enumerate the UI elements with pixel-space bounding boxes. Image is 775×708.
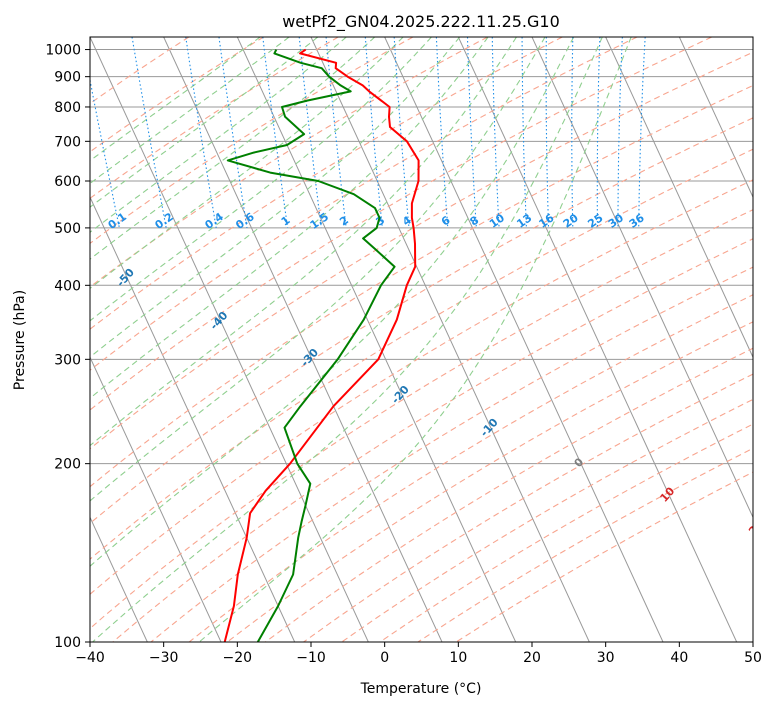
dry-adiabat-line [90, 117, 753, 525]
y-axis-label: Pressure (hPa) [12, 290, 28, 390]
x-axis-label: Temperature (°C) [360, 681, 482, 697]
mixing-ratio-line [364, 37, 383, 228]
y-tick-label: 200 [54, 457, 81, 473]
dry-adiabat-line [90, 37, 414, 245]
series-layer [223, 48, 420, 642]
x-tick-label: 10 [449, 650, 467, 666]
chart-title: wetPf2_GN04.2025.222.11.25.G10 [282, 12, 560, 32]
moist-adiabat-line [90, 37, 347, 233]
y-tick-label: 1000 [45, 43, 81, 59]
moist-adiabat-line [90, 37, 461, 358]
isotherm-line [752, 37, 753, 39]
dry-adiabat-line [303, 373, 753, 642]
x-tick-label: −40 [75, 650, 105, 666]
moist-adiabat-line [90, 37, 404, 290]
y-tick-label: 100 [54, 635, 81, 651]
plot-frame [89, 36, 754, 643]
moist-adiabat-line [90, 37, 376, 260]
y-tick-label: 300 [54, 352, 81, 368]
y-tick-label: 900 [54, 70, 81, 86]
moist-adiabat-line [198, 37, 632, 642]
moist-adiabat-line [90, 37, 546, 502]
x-tick-label: 30 [597, 650, 615, 666]
y-tick-label: 800 [54, 100, 81, 116]
y-tick-label: 700 [54, 134, 81, 150]
temperature-profile-line [223, 48, 420, 642]
moist-adiabat-line [92, 37, 603, 642]
x-tick-label: 20 [523, 650, 541, 666]
isotherm-line [90, 356, 222, 642]
mixing-ratio-line [185, 37, 217, 228]
tick-layer: −40 −30 −20 −10 0 10 20 30 40 50 1000 900 800 700 600 5… [45, 43, 762, 666]
y-tick-label: 500 [54, 221, 81, 237]
isotherm-line [384, 37, 664, 642]
isotherm-line [163, 37, 443, 642]
mixing-ratio-line [393, 37, 410, 228]
dry-adiabat-line [90, 37, 488, 288]
isotherm-line [531, 37, 753, 519]
dry-adiabat-line [188, 294, 753, 642]
dry-adiabat-line [90, 37, 563, 330]
x-tick-label: 40 [670, 650, 688, 666]
dry-adiabat-line [150, 266, 753, 642]
reference-lines-layer [90, 37, 753, 642]
isotherm-label: -60 [22, 226, 45, 250]
mixing-ratio-line [218, 37, 248, 228]
isotherm-line [678, 37, 753, 199]
x-tick-label: −30 [149, 650, 179, 666]
moist-adiabat-line [90, 37, 517, 447]
dry-adiabat-line [90, 179, 753, 595]
dewpoint-profile-line [226, 49, 396, 642]
y-tick-label: 400 [54, 278, 81, 294]
isotherm-label: 20 [746, 517, 766, 537]
moist-adiabat-line [90, 37, 261, 162]
dry-adiabat-line [90, 148, 753, 560]
dry-adiabat-line [90, 37, 339, 200]
x-tick-label: −20 [223, 650, 253, 666]
plot-background [90, 37, 753, 642]
mixing-ratio-line [325, 37, 347, 228]
isotherm-line [457, 37, 738, 642]
isotherm-line [90, 516, 148, 642]
mixing-ratio-line [262, 37, 289, 228]
isotherm-line [236, 37, 517, 642]
moist-adiabat-line [90, 37, 290, 185]
moist-adiabat-line [90, 37, 489, 399]
y-tick-label: 600 [54, 174, 81, 190]
isotherm-line [605, 37, 753, 359]
x-tick-label: −10 [296, 650, 326, 666]
isotherm-line [90, 37, 369, 642]
moist-adiabat-line [90, 37, 432, 322]
dry-adiabat-line [90, 51, 753, 450]
mixing-ratio-line [298, 37, 322, 228]
x-tick-label: 0 [380, 650, 389, 666]
isotherm-line [90, 195, 296, 642]
x-tick-label: 50 [744, 650, 762, 666]
